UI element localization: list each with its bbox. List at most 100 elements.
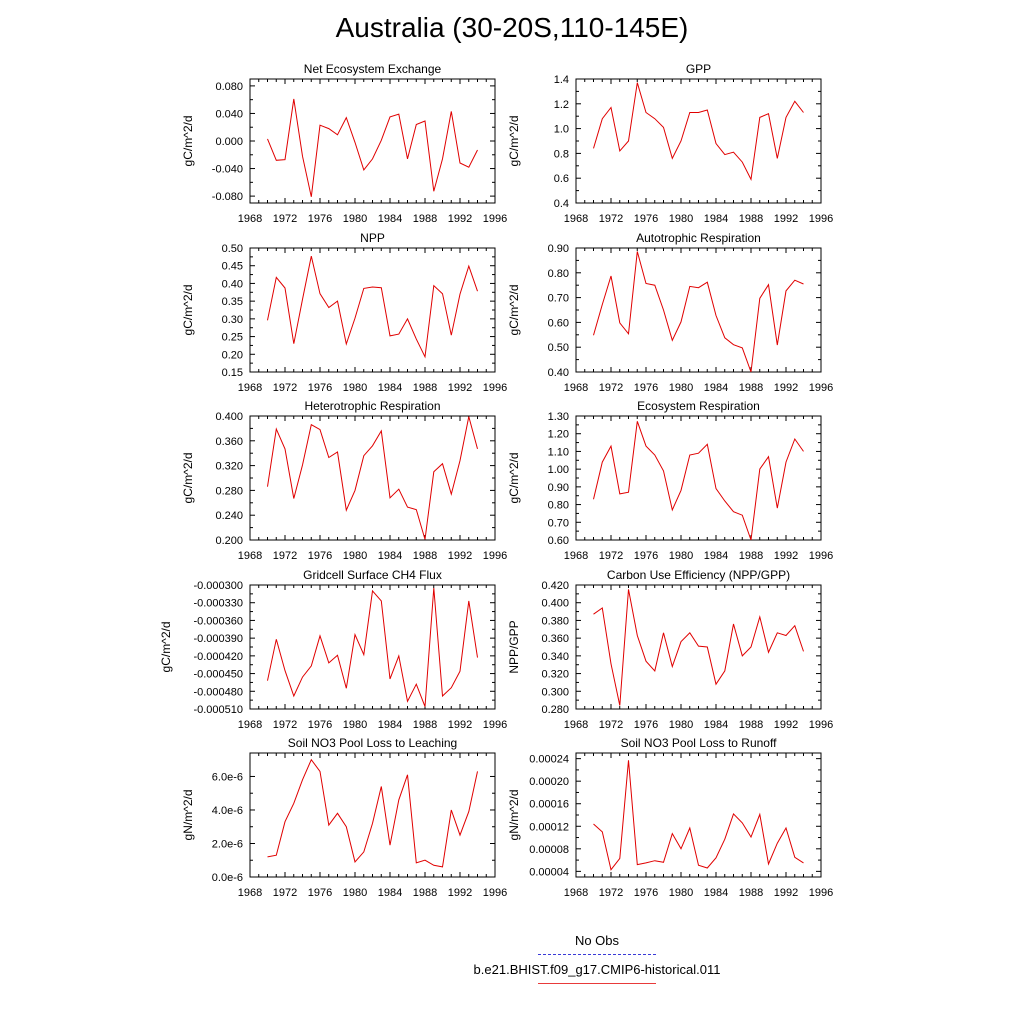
x-tick-label: 1988: [413, 887, 437, 899]
y-tick-label: 0.25: [222, 332, 243, 344]
x-tick-label: 1972: [273, 550, 297, 562]
y-axis-label: gC/m^2/d: [181, 285, 195, 336]
series-line: [267, 416, 478, 540]
x-tick-label: 1984: [378, 719, 402, 731]
y-tick-label: 0.400: [215, 411, 243, 423]
y-tick-label: 0.70: [548, 517, 569, 529]
legend-model-label: b.e21.BHIST.f09_g17.CMIP6-historical.011: [473, 962, 721, 977]
x-tick-label: 1988: [739, 213, 763, 225]
y-tick-label: 0.040: [215, 108, 243, 120]
y-tick-label: 0.320: [215, 461, 243, 473]
x-tick-label: 1988: [413, 719, 437, 731]
y-tick-label: 2.0e-6: [212, 838, 243, 850]
series-line: [267, 98, 478, 197]
y-tick-label: -0.000360: [193, 615, 243, 627]
x-tick-label: 1992: [448, 887, 472, 899]
y-tick-label: -0.000420: [193, 651, 243, 663]
y-tick-label: 0.360: [215, 436, 243, 448]
chart-gridcell-surface-ch4-flux: Gridcell Surface CH4 Flux gC/m^2/d 1968 197…: [159, 568, 507, 731]
y-axis-label: gC/m^2/d: [507, 453, 521, 504]
x-tick-label: 1988: [413, 550, 437, 562]
x-tick-label: 1968: [238, 213, 262, 225]
x-tick-label: 1984: [378, 382, 402, 394]
y-tick-label: 0.80: [548, 500, 569, 512]
x-tick-label: 1972: [273, 382, 297, 394]
y-tick-label: -0.000510: [193, 704, 243, 716]
y-tick-label: 4.0e-6: [212, 805, 243, 817]
x-tick-label: 1976: [308, 719, 332, 731]
y-tick-label: 0.320: [541, 669, 569, 681]
x-tick-label: 1968: [238, 887, 262, 899]
y-tick-label: 0.60: [548, 535, 569, 547]
chart-title: Net Ecosystem Exchange: [304, 62, 442, 76]
y-tick-label: 0.000: [215, 136, 243, 148]
plot-frame: [249, 752, 496, 878]
x-tick-label: 1996: [483, 719, 507, 731]
x-tick-label: 1968: [564, 213, 588, 225]
chart-net-ecosystem-exchange: Net Ecosystem Exchange gC/m^2/d 1968 1972 19…: [181, 62, 507, 225]
x-tick-label: 1996: [809, 719, 833, 731]
y-tick-label: 0.340: [541, 651, 569, 663]
y-tick-label: -0.040: [212, 164, 243, 176]
y-tick-label: -0.000450: [193, 669, 243, 681]
x-tick-label: 1976: [308, 550, 332, 562]
y-axis-label: gN/m^2/d: [181, 790, 195, 841]
x-tick-label: 1968: [238, 719, 262, 731]
chart-title: Ecosystem Respiration: [637, 399, 760, 413]
x-tick-label: 1968: [564, 550, 588, 562]
series-line: [593, 82, 804, 182]
series-line: [593, 251, 804, 373]
y-axis-label: gC/m^2/d: [507, 285, 521, 336]
chart-title: Carbon Use Efficiency (NPP/GPP): [607, 568, 790, 582]
x-tick-label: 1988: [413, 213, 437, 225]
y-tick-label: 0.00020: [529, 776, 569, 788]
y-axis-label: NPP/GPP: [507, 620, 521, 673]
chart-soil-no3-pool-loss-to-runoff: Soil NO3 Pool Loss to Runoff gN/m^2/d 1968…: [507, 736, 833, 899]
y-tick-label: 0.60: [548, 317, 569, 329]
y-tick-label: 0.35: [222, 296, 243, 308]
y-tick-label: 0.080: [215, 81, 243, 93]
page-title: Australia (30-20S,110-145E): [335, 12, 689, 43]
y-tick-label: 0.40: [222, 278, 243, 290]
x-tick-label: 1988: [413, 382, 437, 394]
y-tick-label: 1.10: [548, 446, 569, 458]
y-tick-label: 0.0e-6: [212, 872, 243, 884]
series-line: [267, 255, 478, 359]
chart-title: NPP: [360, 231, 385, 245]
x-tick-label: 1980: [343, 213, 367, 225]
x-tick-label: 1992: [774, 213, 798, 225]
y-tick-label: 0.00016: [529, 799, 569, 811]
y-tick-label: 0.30: [222, 314, 243, 326]
x-tick-label: 1984: [378, 887, 402, 899]
x-tick-label: 1980: [669, 213, 693, 225]
y-tick-label: 0.00004: [529, 866, 569, 878]
y-tick-label: -0.080: [212, 191, 243, 203]
x-tick-label: 1988: [739, 887, 763, 899]
x-tick-label: 1972: [599, 719, 623, 731]
x-tick-label: 1980: [669, 887, 693, 899]
x-tick-label: 1976: [634, 550, 658, 562]
x-tick-label: 1988: [739, 382, 763, 394]
y-tick-label: 0.6: [554, 173, 569, 185]
chart-title: Autotrophic Respiration: [636, 231, 761, 245]
x-tick-label: 1996: [809, 887, 833, 899]
y-tick-label: 0.20: [222, 349, 243, 361]
chart-autotrophic-respiration: Autotrophic Respiration gC/m^2/d 1968 1972 1…: [507, 231, 833, 394]
x-tick-label: 1984: [704, 550, 728, 562]
y-tick-label: 0.50: [222, 243, 243, 255]
plot-frame: [575, 752, 822, 878]
chart-title: Soil NO3 Pool Loss to Runoff: [621, 736, 778, 750]
y-axis-label: gC/m^2/d: [181, 453, 195, 504]
chart-heterotrophic-respiration: Heterotrophic Respiration gC/m^2/d 1968 197…: [181, 399, 507, 562]
y-tick-label: -0.000390: [193, 633, 243, 645]
y-tick-label: 1.20: [548, 429, 569, 441]
x-tick-label: 1972: [273, 887, 297, 899]
x-tick-label: 1968: [238, 382, 262, 394]
chart-soil-no3-pool-loss-to-leaching: Soil NO3 Pool Loss to Leaching gN/m^2/d 19…: [181, 736, 507, 899]
x-tick-label: 1976: [634, 382, 658, 394]
y-axis-label: gC/m^2/d: [159, 622, 173, 673]
x-tick-label: 1972: [599, 550, 623, 562]
x-tick-label: 1980: [669, 550, 693, 562]
x-tick-label: 1976: [634, 719, 658, 731]
y-tick-label: 0.420: [541, 580, 569, 592]
